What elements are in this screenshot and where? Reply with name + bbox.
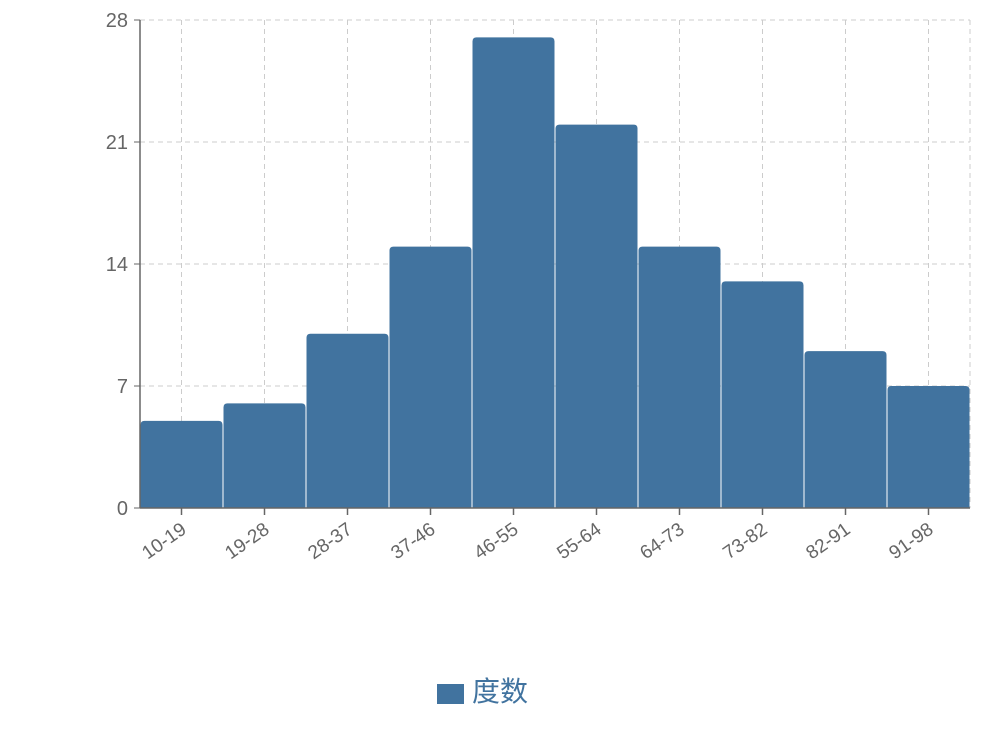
bars	[140, 37, 970, 509]
bar-64-73[interactable]	[638, 246, 721, 509]
y-tick-label: 0	[117, 498, 128, 520]
y-tick-label: 7	[117, 376, 128, 398]
bar-46-55[interactable]	[472, 37, 555, 509]
bar-10-19[interactable]	[140, 420, 223, 508]
legend-label: 度数	[472, 676, 528, 707]
x-tick-label: 82-91	[803, 519, 855, 564]
x-tick-label: 10-19	[139, 519, 191, 564]
bar-73-82[interactable]	[721, 281, 804, 508]
x-tick-label: 64-73	[637, 519, 689, 564]
x-tick-label: 73-82	[720, 519, 772, 564]
bar-91-98[interactable]	[887, 386, 970, 508]
x-tick-label: 91-98	[886, 519, 938, 564]
bar-55-64[interactable]	[555, 124, 638, 509]
y-tick-label: 28	[106, 10, 128, 32]
legend[interactable]: 度数	[437, 676, 528, 707]
x-tick-label: 46-55	[471, 519, 523, 564]
x-tick-label: 37-46	[388, 519, 440, 564]
bar-19-28[interactable]	[223, 403, 306, 508]
x-tick-label: 28-37	[305, 519, 357, 564]
bar-28-37[interactable]	[306, 333, 389, 508]
legend-swatch	[437, 684, 464, 704]
x-tick-label: 55-64	[554, 519, 606, 564]
bar-37-46[interactable]	[389, 246, 472, 509]
bar-82-91[interactable]	[804, 351, 887, 508]
x-tick-label: 19-28	[222, 519, 274, 564]
y-tick-label: 21	[106, 132, 128, 154]
y-tick-label: 14	[106, 254, 128, 276]
